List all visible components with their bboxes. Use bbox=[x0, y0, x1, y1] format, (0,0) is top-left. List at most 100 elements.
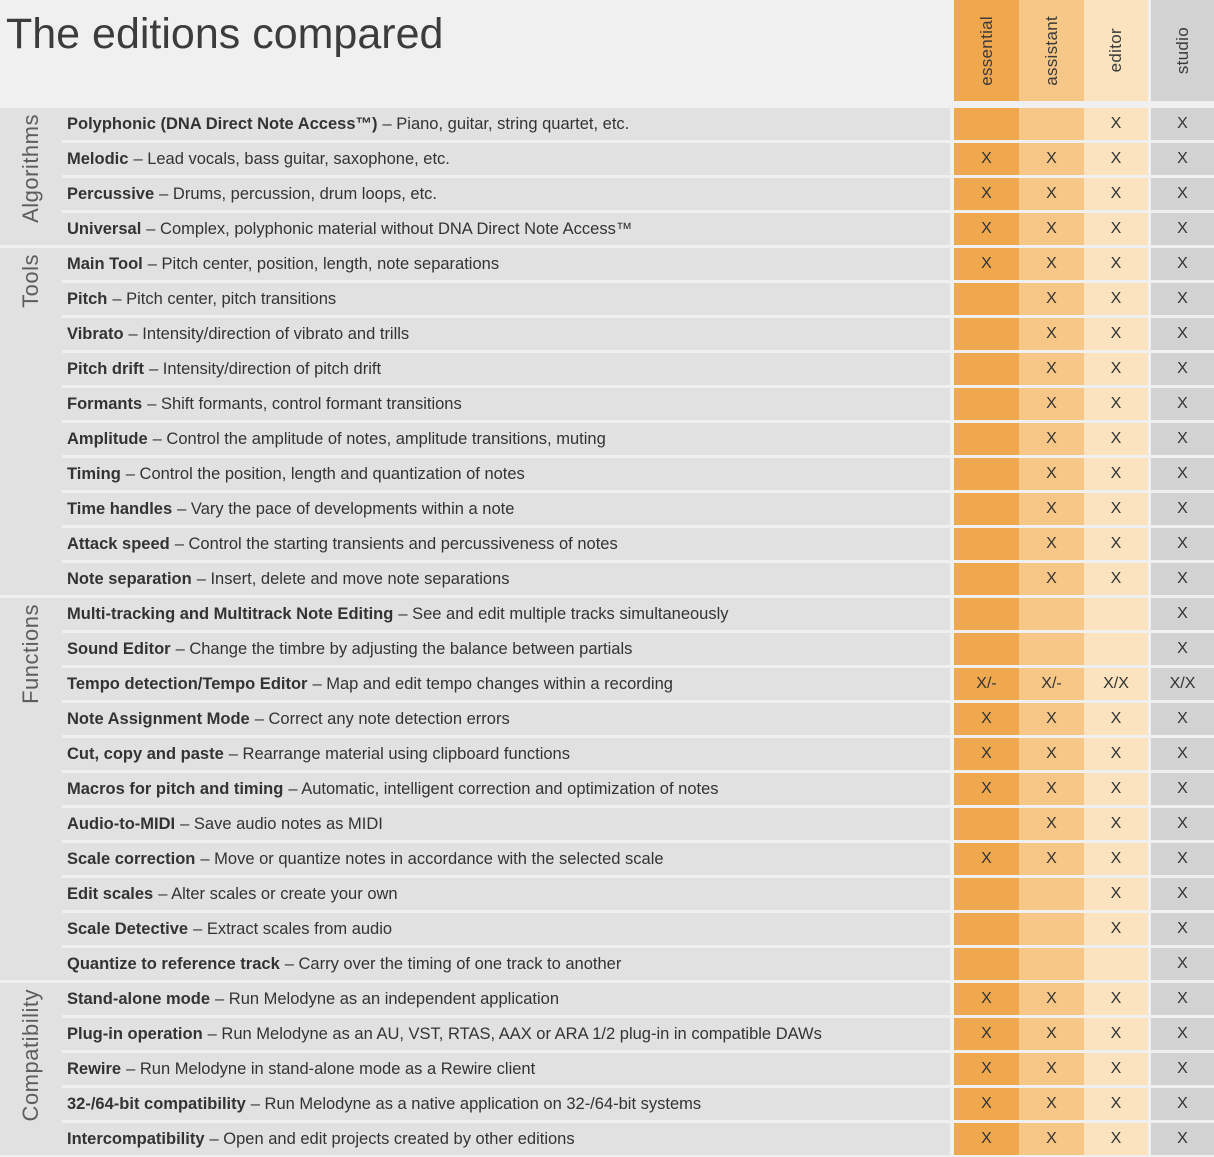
feature-description: – Save audio notes as MIDI bbox=[180, 814, 383, 833]
feature-label: Rewire – Run Melodyne in stand-alone mode… bbox=[62, 1053, 950, 1085]
feature-description: – Piano, guitar, string quartet, etc. bbox=[382, 114, 630, 133]
cell-editor: X bbox=[1084, 318, 1148, 350]
cell-studio: X bbox=[1151, 143, 1214, 175]
table-row: Note separation – Insert, delete and move… bbox=[62, 563, 1214, 595]
feature-description: – Rearrange material using clipboard fun… bbox=[228, 744, 570, 763]
feature-description: – Control the position, length and quant… bbox=[125, 464, 525, 483]
cell-studio: X bbox=[1151, 843, 1214, 875]
feature-term: Pitch bbox=[67, 289, 108, 308]
feature-term: Audio-to-MIDI bbox=[67, 814, 176, 833]
section-tools: Tools Main Tool – Pitch center, position, … bbox=[0, 248, 1214, 595]
cell-essential bbox=[954, 318, 1019, 350]
cell-studio: X bbox=[1151, 423, 1214, 455]
section-label-cell: Functions bbox=[0, 598, 62, 980]
column-header-label: essential bbox=[976, 15, 996, 86]
column-header-label: assistant bbox=[1041, 15, 1061, 86]
feature-label: Pitch – Pitch center, pitch transitions bbox=[62, 283, 950, 315]
cell-editor: X bbox=[1084, 1088, 1148, 1120]
cell-assistant: X bbox=[1019, 843, 1084, 875]
table-row: Attack speed – Control the starting trans… bbox=[62, 528, 1214, 560]
feature-term: Scale Detective bbox=[67, 919, 189, 938]
cell-assistant: X bbox=[1019, 493, 1084, 525]
cell-editor: X bbox=[1084, 843, 1148, 875]
feature-description: – Move or quantize notes in accordance w… bbox=[200, 849, 664, 868]
cell-studio: X bbox=[1151, 808, 1214, 840]
cell-studio: X bbox=[1151, 878, 1214, 910]
table-row: Cut, copy and paste – Rearrange material … bbox=[62, 738, 1214, 770]
cell-studio: X bbox=[1151, 703, 1214, 735]
feature-term: Main Tool bbox=[67, 254, 143, 273]
cell-essential: X bbox=[954, 983, 1019, 1015]
feature-description: – Complex, polyphonic material without D… bbox=[146, 219, 633, 238]
feature-description: – Insert, delete and move note separatio… bbox=[196, 569, 510, 588]
cell-studio: X/X bbox=[1151, 668, 1214, 700]
cell-assistant: X bbox=[1019, 1088, 1084, 1120]
cell-studio: X bbox=[1151, 563, 1214, 595]
cell-studio: X bbox=[1151, 1053, 1214, 1085]
cell-assistant bbox=[1019, 878, 1084, 910]
cell-essential bbox=[954, 458, 1019, 490]
cell-essential bbox=[954, 633, 1019, 665]
table-row: Amplitude – Control the amplitude of note… bbox=[62, 423, 1214, 455]
feature-label: Vibrato – Intensity/direction of vibrato … bbox=[62, 318, 950, 350]
cell-studio: X bbox=[1151, 213, 1214, 245]
table-row: Formants – Shift formants, control forman… bbox=[62, 388, 1214, 420]
cell-assistant: X/- bbox=[1019, 668, 1084, 700]
feature-term: Macros for pitch and timing bbox=[67, 779, 284, 798]
feature-label: Note Assignment Mode – Correct any note d… bbox=[62, 703, 950, 735]
feature-description: – Open and edit projects created by othe… bbox=[209, 1129, 575, 1148]
column-header-label: studio bbox=[1172, 26, 1192, 75]
feature-label: Multi-tracking and Multitrack Note Editi… bbox=[62, 598, 950, 630]
feature-description: – Pitch center, pitch transitions bbox=[112, 289, 337, 308]
cell-editor: X bbox=[1084, 1018, 1148, 1050]
feature-term: Stand-alone mode bbox=[67, 989, 211, 1008]
cell-assistant bbox=[1019, 108, 1084, 140]
feature-description: – Control the amplitude of notes, amplit… bbox=[152, 429, 606, 448]
cell-editor: X bbox=[1084, 248, 1148, 280]
feature-term: Timing bbox=[67, 464, 121, 483]
cell-editor bbox=[1084, 633, 1148, 665]
cell-editor: X/X bbox=[1084, 668, 1148, 700]
section-algorithms: Algorithms Polyphonic (DNA Direct Note Ac… bbox=[0, 108, 1214, 245]
section-rows: Stand-alone mode – Run Melodyne as an ind… bbox=[62, 983, 1214, 1155]
feature-label: Audio-to-MIDI – Save audio notes as MIDI bbox=[62, 808, 950, 840]
cell-editor: X bbox=[1084, 878, 1148, 910]
table-row: Stand-alone mode – Run Melodyne as an ind… bbox=[62, 983, 1214, 1015]
cell-assistant: X bbox=[1019, 248, 1084, 280]
section-label: Tools bbox=[18, 254, 43, 308]
feature-term: Quantize to reference track bbox=[67, 954, 280, 973]
cell-studio: X bbox=[1151, 318, 1214, 350]
feature-term: Percussive bbox=[67, 184, 155, 203]
cell-essential: X bbox=[954, 143, 1019, 175]
cell-assistant: X bbox=[1019, 528, 1084, 560]
feature-term: Multi-tracking and Multitrack Note Editi… bbox=[67, 604, 394, 623]
table-row: Audio-to-MIDI – Save audio notes as MIDI X… bbox=[62, 808, 1214, 840]
feature-label: Formants – Shift formants, control forman… bbox=[62, 388, 950, 420]
feature-description: – Alter scales or create your own bbox=[158, 884, 398, 903]
cell-assistant: X bbox=[1019, 773, 1084, 805]
cell-editor: X bbox=[1084, 283, 1148, 315]
section-label-cell: Compatibility bbox=[0, 983, 62, 1155]
cell-editor: X bbox=[1084, 108, 1148, 140]
cell-studio: X bbox=[1151, 178, 1214, 210]
cell-assistant: X bbox=[1019, 563, 1084, 595]
feature-description: – Automatic, intelligent correction and … bbox=[288, 779, 719, 798]
cell-essential: X bbox=[954, 843, 1019, 875]
feature-label: Stand-alone mode – Run Melodyne as an ind… bbox=[62, 983, 950, 1015]
cell-essential bbox=[954, 913, 1019, 945]
cell-essential bbox=[954, 598, 1019, 630]
cell-essential: X bbox=[954, 178, 1019, 210]
feature-label: Percussive – Drums, percussion, drum loop… bbox=[62, 178, 950, 210]
feature-term: Attack speed bbox=[67, 534, 170, 553]
cell-essential bbox=[954, 283, 1019, 315]
feature-label: Note separation – Insert, delete and move… bbox=[62, 563, 950, 595]
cell-editor bbox=[1084, 598, 1148, 630]
cell-assistant: X bbox=[1019, 318, 1084, 350]
feature-term: Note separation bbox=[67, 569, 192, 588]
cell-editor: X bbox=[1084, 143, 1148, 175]
section-label: Algorithms bbox=[18, 114, 43, 223]
feature-description: – Drums, percussion, drum loops, etc. bbox=[159, 184, 438, 203]
feature-description: – Shift formants, control formant transi… bbox=[147, 394, 462, 413]
cell-editor: X bbox=[1084, 563, 1148, 595]
section-rows: Polyphonic (DNA Direct Note Access™) – Pi… bbox=[62, 108, 1214, 245]
